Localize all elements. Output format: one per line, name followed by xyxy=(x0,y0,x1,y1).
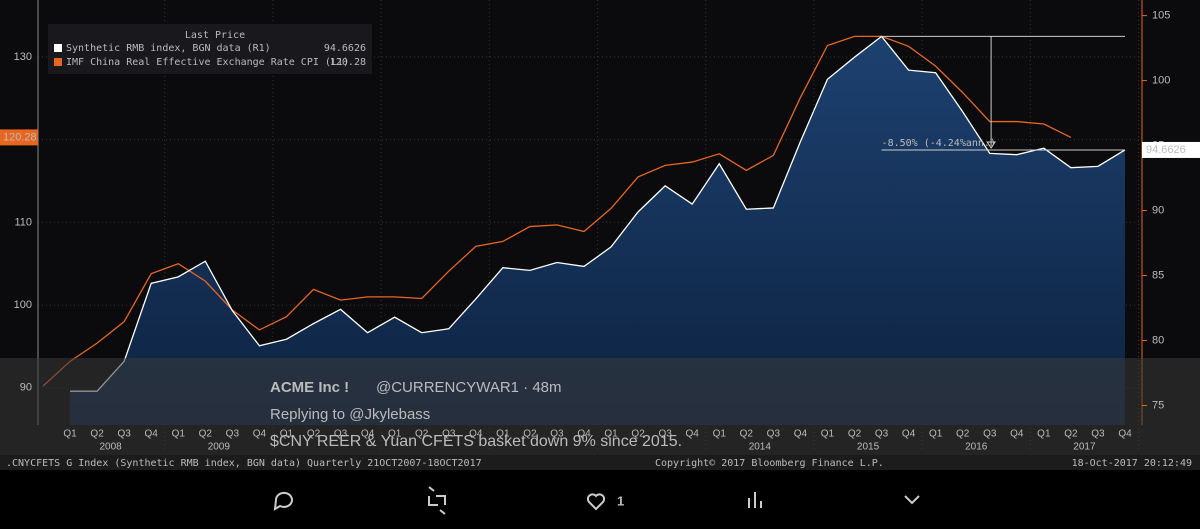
footer-right: 18-Oct-2017 20:12:49 xyxy=(1072,458,1192,469)
series-area xyxy=(70,36,1125,425)
x-tick-label: Q1 xyxy=(496,429,510,440)
like-icon[interactable] xyxy=(586,493,606,511)
x-tick-label: Q2 xyxy=(90,429,104,440)
x-tick-label: Q4 xyxy=(1010,429,1024,440)
x-tick-label: Q4 xyxy=(145,429,159,440)
legend-label: Synthetic RMB index, BGN data (R1) xyxy=(66,43,271,54)
y-tick-label: 100 xyxy=(14,299,32,311)
last-value-label: 120.28 xyxy=(3,131,37,143)
x-tick-label: Q3 xyxy=(226,429,240,440)
x-tick-label: Q1 xyxy=(280,429,294,440)
toolbar xyxy=(273,486,920,515)
x-tick-label: Q2 xyxy=(307,429,321,440)
tweet-handle[interactable]: @CURRENCYWAR1 · 48m xyxy=(376,379,562,396)
more-icon[interactable] xyxy=(904,495,920,505)
x-tick-label: Q3 xyxy=(1091,429,1105,440)
reply-icon[interactable] xyxy=(273,491,293,511)
y2-tick-label: 75 xyxy=(1152,399,1164,411)
x-tick-label: Q1 xyxy=(604,429,618,440)
x-tick-label: Q2 xyxy=(523,429,537,440)
tweet-overlay xyxy=(0,358,1200,455)
annotation-text: -8.50% (-4.24%ann.) xyxy=(882,138,996,149)
x-tick-label: Q3 xyxy=(767,429,781,440)
footer-left: .CNYCFETS G Index (Synthetic RMB index, … xyxy=(6,458,482,469)
x-tick-label: Q2 xyxy=(1064,429,1078,440)
y2-tick-label: 90 xyxy=(1152,204,1164,216)
y-tick-label: 130 xyxy=(14,51,32,63)
legend-swatch xyxy=(54,58,62,66)
legend-box xyxy=(48,24,372,74)
x-tick-label: Q1 xyxy=(1037,429,1051,440)
year-label: 2016 xyxy=(965,442,988,453)
x-tick-label: Q4 xyxy=(469,429,483,440)
x-tick-label: Q4 xyxy=(577,429,591,440)
x-tick-label: Q3 xyxy=(983,429,997,440)
x-tick-label: Q1 xyxy=(172,429,186,440)
x-tick-label: Q3 xyxy=(658,429,672,440)
x-tick-label: Q4 xyxy=(1118,429,1132,440)
legend-value: 120.28 xyxy=(330,57,366,68)
like-count: 1 xyxy=(617,493,624,508)
x-tick-label: Q3 xyxy=(875,429,889,440)
x-tick-label: Q2 xyxy=(848,429,862,440)
y-tick-label: 110 xyxy=(14,216,32,228)
y-tick-label: 90 xyxy=(20,382,32,394)
footer-mid: Copyright© 2017 Bloomberg Finance L.P. xyxy=(655,458,884,469)
x-tick-label: Q2 xyxy=(956,429,970,440)
x-tick-label: Q1 xyxy=(821,429,835,440)
x-tick-label: Q1 xyxy=(388,429,402,440)
x-tick-label: Q2 xyxy=(415,429,429,440)
x-tick-label: Q3 xyxy=(550,429,564,440)
y2-tick-label: 105 xyxy=(1152,10,1170,22)
legend-label: IMF China Real Effective Exchange Rate C… xyxy=(66,57,349,68)
x-tick-label: Q2 xyxy=(631,429,645,440)
x-tick-label: Q3 xyxy=(442,429,456,440)
retweet-icon[interactable] xyxy=(428,486,446,515)
x-tick-label: Q1 xyxy=(63,429,77,440)
x-tick-label: Q1 xyxy=(929,429,943,440)
series-line xyxy=(70,35,1126,392)
series-line xyxy=(42,35,1072,387)
last-value-label: 94.6626 xyxy=(1146,144,1186,156)
year-label: 2017 xyxy=(1073,442,1096,453)
tweet-reply[interactable]: Replying to @Jkylebass xyxy=(270,406,430,423)
year-label: 2014 xyxy=(749,442,772,453)
x-tick-label: Q4 xyxy=(902,429,916,440)
x-tick-label: Q3 xyxy=(334,429,348,440)
legend-title: Last Price xyxy=(185,30,245,41)
x-tick-label: Q1 xyxy=(713,429,727,440)
year-label: 2009 xyxy=(208,442,231,453)
x-tick-label: Q4 xyxy=(361,429,375,440)
y2-tick-label: 80 xyxy=(1152,334,1164,346)
x-tick-label: Q2 xyxy=(740,429,754,440)
x-tick-label: Q2 xyxy=(199,429,213,440)
y2-tick-label: 85 xyxy=(1152,269,1164,281)
year-label: 2008 xyxy=(100,442,123,453)
tweet-name[interactable]: ACME Inc ! xyxy=(270,379,349,396)
tweet-text: $CNY REER & Yuan CFETS basket down 9% si… xyxy=(270,433,682,450)
year-label: 2015 xyxy=(857,442,880,453)
last-value-tag xyxy=(1142,141,1200,158)
last-value-tag xyxy=(0,129,38,146)
footer-bar xyxy=(0,455,1200,470)
x-tick-label: Q4 xyxy=(794,429,808,440)
y2-tick-label: 100 xyxy=(1152,74,1170,86)
annotation-arrowhead xyxy=(986,141,997,149)
legend-value: 94.6626 xyxy=(324,43,366,54)
x-tick-label: Q4 xyxy=(686,429,700,440)
x-tick-label: Q4 xyxy=(253,429,267,440)
legend-swatch xyxy=(54,44,62,52)
stats-icon[interactable] xyxy=(748,492,762,508)
x-tick-label: Q3 xyxy=(117,429,131,440)
